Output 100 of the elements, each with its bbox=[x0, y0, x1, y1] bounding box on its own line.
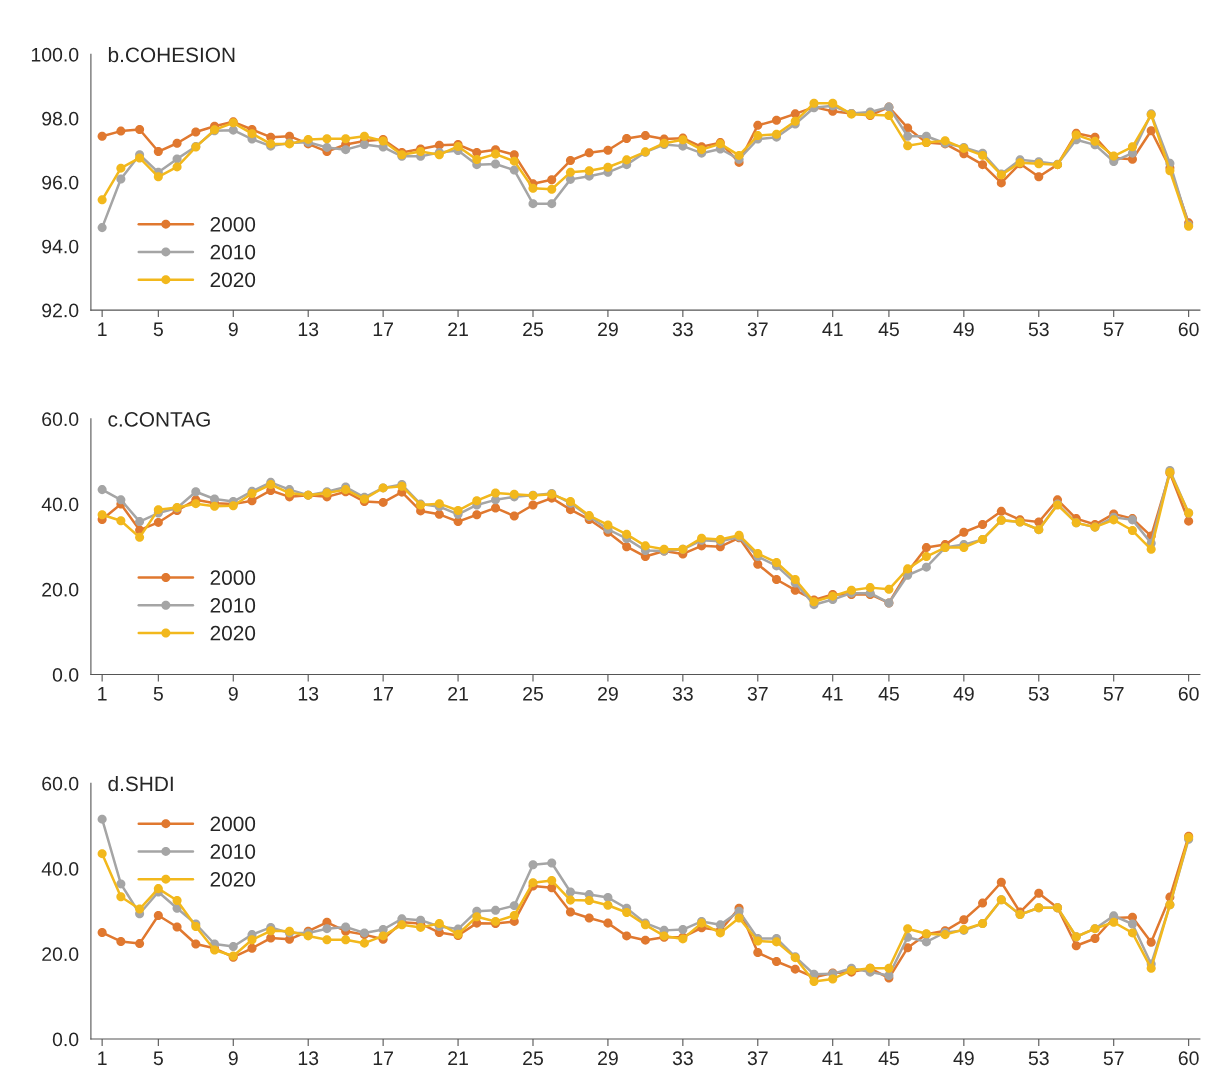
x-tick-label: 41 bbox=[822, 322, 843, 336]
point bbox=[97, 510, 107, 520]
point bbox=[97, 485, 107, 495]
point bbox=[266, 926, 276, 936]
y-tick-label: 40.0 bbox=[41, 862, 79, 876]
y-tick-label: 60.0 bbox=[42, 412, 79, 427]
y-tick-label: 92.0 bbox=[42, 303, 79, 318]
point bbox=[341, 922, 351, 932]
point bbox=[1146, 963, 1156, 973]
point bbox=[772, 557, 782, 567]
point bbox=[97, 927, 107, 938]
point bbox=[603, 918, 613, 928]
point bbox=[528, 183, 538, 193]
point bbox=[191, 499, 201, 509]
point bbox=[322, 142, 332, 152]
point bbox=[753, 559, 763, 569]
x-tick-label: 45 bbox=[878, 687, 899, 701]
point bbox=[322, 134, 332, 144]
x-tick-label: 25 bbox=[523, 686, 543, 701]
point bbox=[547, 184, 557, 194]
point bbox=[153, 172, 163, 182]
point bbox=[996, 506, 1006, 516]
point bbox=[1071, 941, 1081, 951]
point bbox=[978, 898, 988, 908]
point bbox=[772, 956, 782, 966]
point bbox=[1146, 937, 1156, 947]
point bbox=[135, 904, 145, 914]
legend-label: 2010 bbox=[210, 598, 256, 613]
point bbox=[1127, 526, 1137, 536]
point bbox=[153, 147, 163, 157]
point bbox=[734, 913, 744, 923]
point bbox=[135, 532, 145, 542]
point bbox=[153, 517, 163, 527]
point bbox=[116, 936, 126, 946]
point bbox=[734, 150, 744, 160]
chart-title: c.CONTAG bbox=[108, 412, 210, 427]
x-tick-label: 9 bbox=[228, 1051, 238, 1066]
y-tick-label: 0.0 bbox=[52, 1032, 79, 1047]
point bbox=[884, 110, 894, 120]
point bbox=[359, 140, 369, 150]
x-tick-label: 21 bbox=[448, 322, 468, 336]
point bbox=[603, 900, 613, 910]
point bbox=[903, 131, 913, 141]
point bbox=[116, 126, 126, 136]
point bbox=[191, 487, 201, 497]
x-tick-label: 45 bbox=[878, 322, 899, 337]
legend-label: 2010 bbox=[210, 244, 256, 260]
x-tick-label: 49 bbox=[953, 686, 974, 701]
x-tick-label: 60 bbox=[1178, 322, 1199, 337]
x-tick-label: 57 bbox=[1103, 1051, 1124, 1066]
point bbox=[172, 896, 182, 906]
point bbox=[1184, 516, 1194, 526]
point bbox=[116, 174, 126, 184]
point bbox=[491, 159, 501, 169]
point bbox=[547, 876, 557, 886]
x-tick-label: 49 bbox=[953, 1051, 974, 1066]
point bbox=[472, 155, 482, 165]
point bbox=[434, 509, 444, 519]
point bbox=[921, 552, 931, 562]
x-tick-label: 13 bbox=[298, 686, 319, 701]
point bbox=[509, 910, 519, 920]
point bbox=[865, 583, 875, 593]
x-tick-label: 57 bbox=[1103, 322, 1124, 337]
legend-label: 2020 bbox=[210, 871, 256, 887]
point bbox=[509, 901, 519, 911]
point bbox=[191, 939, 201, 949]
point bbox=[97, 814, 107, 824]
point bbox=[772, 115, 782, 125]
x-tick-label: 53 bbox=[1028, 322, 1049, 337]
point bbox=[1109, 917, 1119, 927]
point bbox=[547, 199, 557, 209]
x-tick-label: 29 bbox=[598, 1051, 618, 1066]
point bbox=[565, 167, 575, 177]
point bbox=[135, 124, 145, 135]
point bbox=[921, 543, 931, 553]
point bbox=[996, 178, 1006, 188]
point bbox=[491, 149, 501, 159]
point bbox=[528, 860, 538, 870]
point bbox=[1034, 172, 1044, 182]
point bbox=[341, 145, 351, 155]
point bbox=[1127, 928, 1137, 938]
point bbox=[1090, 136, 1100, 146]
point bbox=[472, 510, 482, 520]
point bbox=[565, 895, 575, 905]
x-tick-label: 53 bbox=[1028, 686, 1049, 701]
y-tick-label: 40.0 bbox=[41, 497, 79, 512]
point bbox=[547, 858, 557, 868]
x-tick-label: 9 bbox=[228, 686, 238, 701]
x-tick-label: 1 bbox=[98, 1051, 107, 1065]
point bbox=[491, 905, 501, 915]
x-tick-label: 5 bbox=[153, 1051, 163, 1066]
point bbox=[191, 127, 201, 137]
point bbox=[172, 922, 182, 932]
point bbox=[359, 938, 369, 948]
point bbox=[528, 199, 538, 209]
point bbox=[584, 166, 594, 176]
point bbox=[528, 500, 538, 510]
point bbox=[1146, 544, 1156, 554]
point bbox=[921, 937, 931, 947]
point bbox=[903, 943, 913, 953]
